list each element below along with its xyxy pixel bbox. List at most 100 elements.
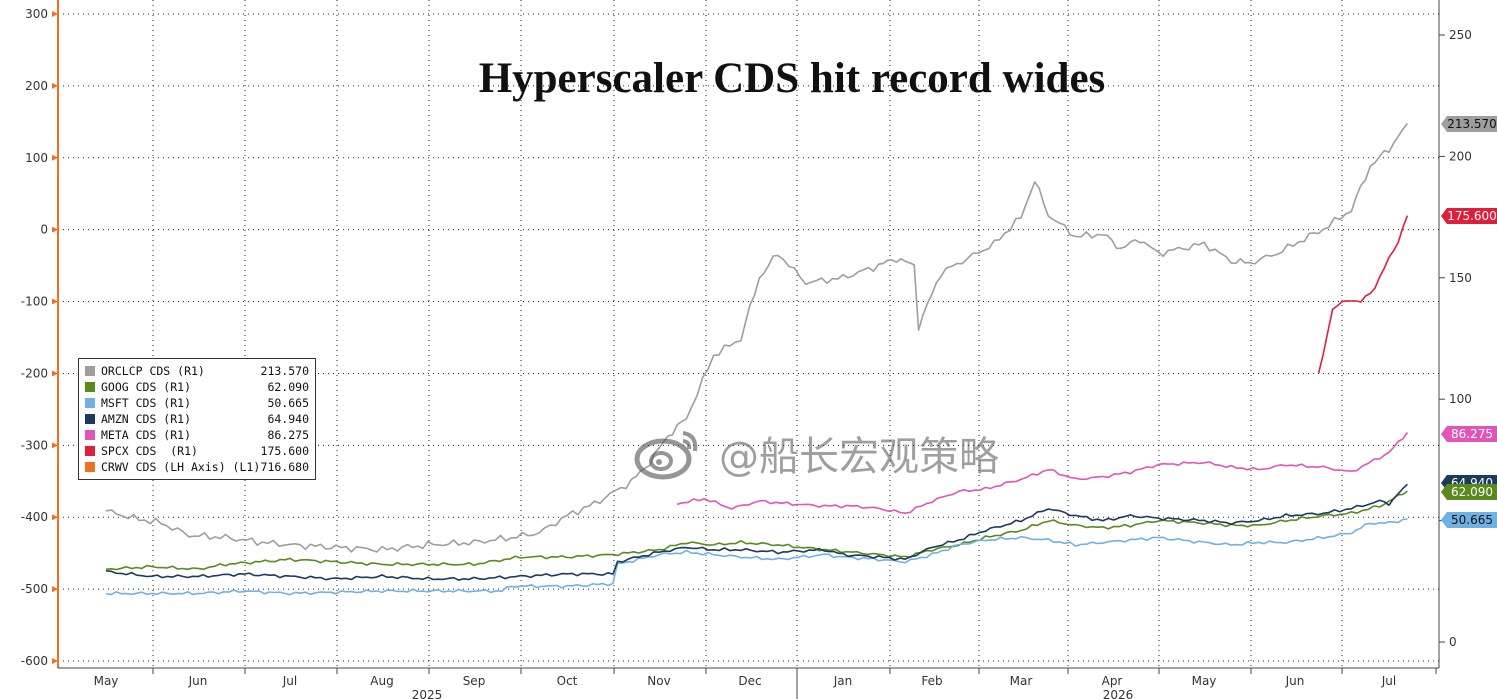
month-label: Jun xyxy=(188,674,208,688)
legend-swatch xyxy=(85,462,95,472)
month-label: Jun xyxy=(1285,674,1305,688)
legend-swatch xyxy=(85,446,95,456)
right-tick-label: 200 xyxy=(1449,149,1472,163)
legend-item: AMZN CDS (R1) 64.940 xyxy=(85,411,309,427)
month-label: Feb xyxy=(921,674,942,688)
legend-series-value: 175.600 xyxy=(260,444,309,458)
value-flag-text: 62.090 xyxy=(1451,485,1493,499)
month-label: Jan xyxy=(833,674,853,688)
legend-item: META CDS (R1) 86.275 xyxy=(85,427,309,443)
series-line-goog xyxy=(105,490,1408,571)
value-flag-bg xyxy=(1441,208,1497,224)
watermark: @船长宏观策略 xyxy=(633,424,999,482)
series-lines xyxy=(105,122,1409,596)
left-tick-label: -400 xyxy=(21,510,48,524)
weibo-icon xyxy=(634,431,698,480)
legend-series-name: MSFT CDS (R1) xyxy=(101,396,192,410)
month-label: Sep xyxy=(463,674,486,688)
left-tick-mark xyxy=(52,586,58,593)
legend-swatch xyxy=(85,414,95,424)
value-flag-text: 213.570 xyxy=(1447,117,1497,131)
left-tick-label: 300 xyxy=(25,7,48,21)
month-label: Aug xyxy=(370,674,393,688)
month-label: Jul xyxy=(1381,674,1396,688)
value-flag-text: 175.600 xyxy=(1447,209,1497,223)
month-label: May xyxy=(94,674,119,688)
series-line-meta xyxy=(676,432,1409,515)
value-flag: 50.665 xyxy=(1441,512,1497,528)
left-tick-mark xyxy=(52,514,58,521)
series-line-orclcp xyxy=(105,122,1409,553)
right-tick-label: 100 xyxy=(1449,392,1472,406)
value-flag-text: 86.275 xyxy=(1451,427,1493,441)
legend-series-name: ORCLCP CDS (R1) xyxy=(101,364,205,378)
chart-legend: ORCLCP CDS (R1) 213.570 GOOG CDS (R1) 62.09… xyxy=(78,358,316,480)
month-label: Nov xyxy=(647,674,670,688)
month-label: Dec xyxy=(738,674,761,688)
legend-swatch xyxy=(85,366,95,376)
watermark-text: @船长宏观策略 xyxy=(719,434,999,480)
legend-item: CRWV CDS (LH Axis) (L1) 716.680 xyxy=(85,459,309,475)
legend-item: GOOG CDS (R1) 62.090 xyxy=(85,379,309,395)
value-flag: 86.275 xyxy=(1441,426,1497,442)
legend-series-value: 64.940 xyxy=(267,412,309,426)
right-tick-label: 250 xyxy=(1449,28,1472,42)
series-line-spcx xyxy=(1317,215,1409,374)
left-tick-label: 200 xyxy=(25,79,48,93)
legend-item: MSFT CDS (R1) 50.665 xyxy=(85,395,309,411)
axes: 300 200 100 0 -100 -200 -300 -400 -500 -600 250 200… xyxy=(21,0,1472,699)
value-flag: 62.090 xyxy=(1441,484,1497,500)
right-tick-label: 0 xyxy=(1449,635,1457,649)
legend-item: SPCX CDS (R1) 175.600 xyxy=(85,443,309,459)
legend-swatch xyxy=(85,398,95,408)
left-tick-mark xyxy=(52,370,58,377)
month-label: Jul xyxy=(282,674,297,688)
legend-series-name: AMZN CDS (R1) xyxy=(101,412,192,426)
left-tick-mark xyxy=(52,442,58,449)
legend-item: ORCLCP CDS (R1) 213.570 xyxy=(85,363,309,379)
legend-series-name: CRWV CDS (LH Axis) (L1) xyxy=(101,460,261,474)
series-line-amzn xyxy=(105,483,1408,581)
month-label: May xyxy=(1192,674,1217,688)
month-label: Oct xyxy=(557,674,578,688)
legend-swatch xyxy=(85,430,95,440)
legend-series-value: 716.680 xyxy=(260,460,309,474)
value-flag: 213.570 xyxy=(1441,116,1497,132)
right-tick-label: 150 xyxy=(1449,271,1472,285)
left-tick-label: -200 xyxy=(21,366,48,380)
value-flag-bg xyxy=(1441,116,1497,132)
left-tick-mark xyxy=(52,154,58,161)
value-flag-bg xyxy=(1441,484,1497,500)
legend-series-value: 86.275 xyxy=(267,428,309,442)
legend-series-value: 50.665 xyxy=(267,396,309,410)
left-tick-label: -600 xyxy=(21,654,48,668)
left-tick-mark xyxy=(52,658,58,664)
chart-title: Hyperscaler CDS hit record wides xyxy=(479,55,1106,102)
left-tick-label: 100 xyxy=(25,151,48,165)
year-label: 2025 xyxy=(412,688,443,699)
left-tick-label: 0 xyxy=(40,223,48,237)
left-tick-mark xyxy=(52,82,58,89)
series-line-msft xyxy=(105,518,1408,596)
left-tick-mark xyxy=(52,298,58,305)
left-tick-mark xyxy=(52,226,58,233)
value-flag: 175.600 xyxy=(1441,208,1497,224)
legend-series-value: 62.090 xyxy=(267,380,309,394)
legend-series-name: GOOG CDS (R1) xyxy=(101,380,192,394)
year-label: 2026 xyxy=(1103,688,1134,699)
value-flag-text: 50.665 xyxy=(1451,513,1493,527)
value-flag-bg xyxy=(1441,512,1497,528)
legend-series-name: SPCX CDS (R1) xyxy=(101,444,198,458)
legend-swatch xyxy=(85,382,95,392)
month-label: Mar xyxy=(1010,674,1033,688)
month-label: Apr xyxy=(1102,674,1123,688)
left-tick-label: -300 xyxy=(21,438,48,452)
legend-series-name: META CDS (R1) xyxy=(101,428,192,442)
legend-series-value: 213.570 xyxy=(260,364,309,378)
left-tick-label: -500 xyxy=(21,582,48,596)
value-flag-bg xyxy=(1441,426,1497,442)
left-tick-mark xyxy=(52,11,58,17)
left-tick-label: -100 xyxy=(21,295,48,309)
